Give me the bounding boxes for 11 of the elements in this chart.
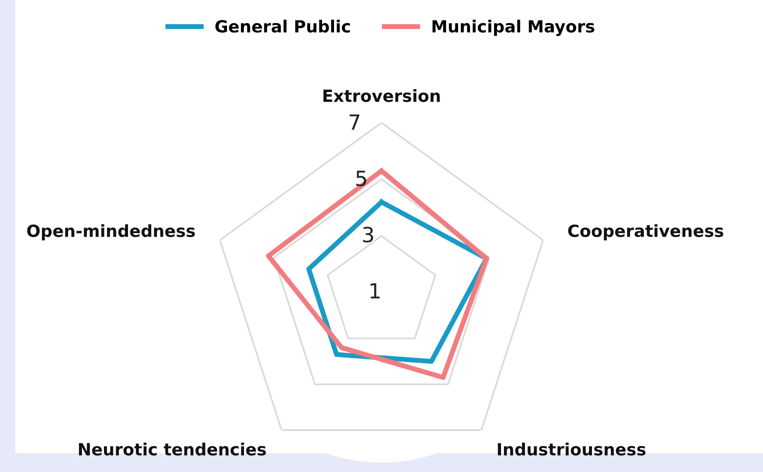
y-tick-label: 5 bbox=[356, 170, 366, 186]
spoke-label: Cooperativeness bbox=[568, 224, 724, 240]
y-tick-label: 3 bbox=[363, 226, 374, 242]
y-tick-label: 1 bbox=[370, 283, 380, 298]
spoke-label: Neurotic tendencies bbox=[78, 442, 266, 456]
spoke-label: Industriousness bbox=[498, 442, 646, 456]
legend-label: General Public bbox=[215, 20, 350, 33]
legend-label: Municipal Mayors bbox=[432, 20, 594, 36]
y-tick-label: 7 bbox=[350, 114, 360, 130]
spoke-label: Extroversion bbox=[323, 89, 440, 102]
spoke-label: Open-mindedness bbox=[27, 224, 195, 240]
